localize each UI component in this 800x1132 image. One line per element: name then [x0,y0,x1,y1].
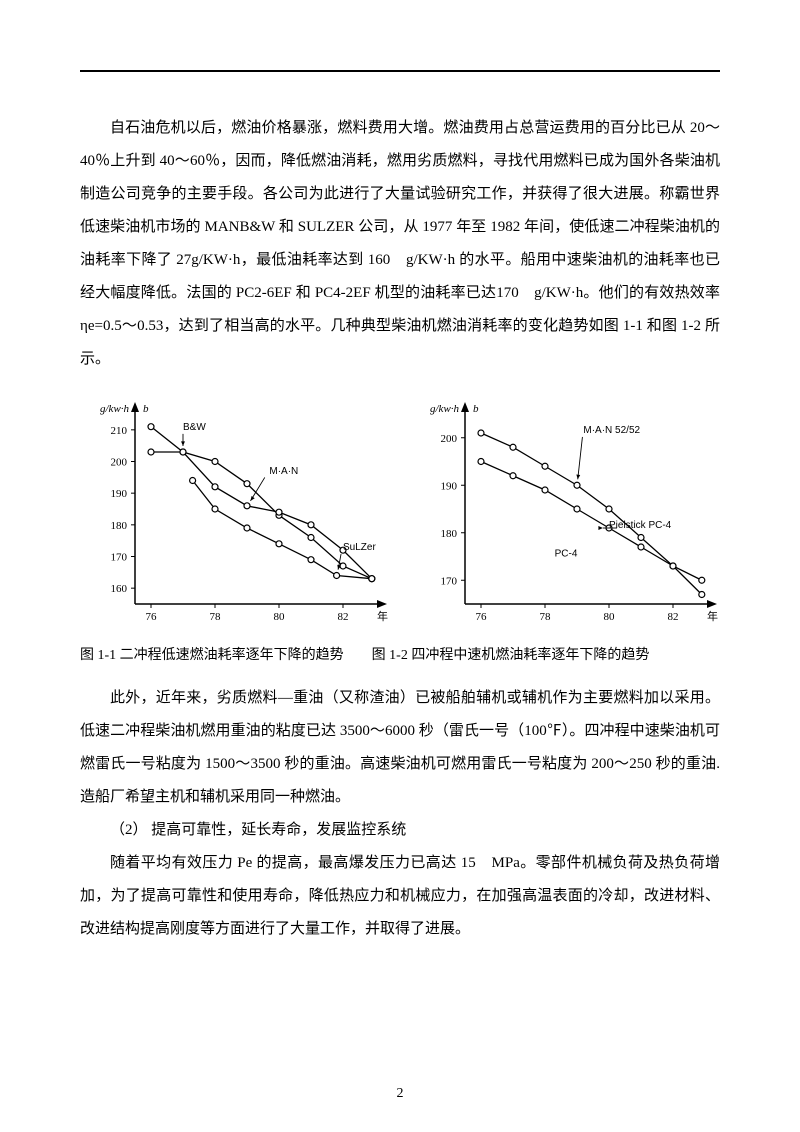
svg-text:g/kw·h: g/kw·h [100,403,130,415]
svg-text:g/kw·h: g/kw·h [430,403,460,415]
svg-text:82: 82 [668,611,679,623]
svg-text:190: 190 [111,488,128,500]
svg-text:PC-4: PC-4 [555,549,578,560]
svg-text:76: 76 [476,611,488,623]
paragraph-2: 此外，近年来，劣质燃料—重油（又称渣油）已被船舶辅机或辅机作为主要燃料加以采用。… [80,682,720,814]
top-rule [80,70,720,72]
svg-text:80: 80 [274,611,286,623]
svg-text:82: 82 [338,611,349,623]
caption-right: 图 1-2 四冲程中速机燃油耗率逐年下降的趋势 [372,648,650,663]
svg-text:b: b [473,403,479,415]
svg-text:180: 180 [111,520,128,532]
svg-text:76: 76 [146,611,158,623]
section-heading: （2） 提高可靠性，延长寿命，发展监控系统 [80,814,720,847]
paragraph-3: 随着平均有效压力 Pe 的提高，最高爆发压力已高达 15 MPa。零部件机械负荷… [80,847,720,946]
svg-text:年: 年 [377,609,388,623]
svg-text:170: 170 [441,575,458,587]
svg-text:190: 190 [441,480,458,492]
svg-text:M·A·N 52/52: M·A·N 52/52 [583,425,640,436]
svg-text:B&W: B&W [183,422,206,433]
svg-text:Pielstick PC-4: Pielstick PC-4 [609,520,672,531]
paragraph-1: 自石油危机以后，燃油价格暴涨，燃料费用大增。燃油费用占总营运费用的百分比已从 2… [80,112,720,376]
svg-text:200: 200 [111,457,128,469]
svg-text:210: 210 [111,425,128,437]
svg-text:b: b [143,403,149,415]
figure-row: 160 170 180 190 200 210 76 78 80 82 g/kw·h b 年 B&W M·A… [80,394,720,634]
figure-captions: 图 1-1 二冲程低速燃油耗率逐年下降的趋势 图 1-2 四冲程中速机燃油耗率逐… [80,642,720,670]
svg-text:200: 200 [441,433,458,445]
svg-text:170: 170 [111,552,128,564]
svg-text:80: 80 [604,611,616,623]
svg-text:SuLZer: SuLZer [343,542,376,553]
figure-1-1: 160 170 180 190 200 210 76 78 80 82 g/kw·h b 年 B&W M·A… [80,394,390,634]
svg-text:年: 年 [707,609,718,623]
svg-text:78: 78 [210,611,222,623]
svg-text:M·A·N: M·A·N [269,466,298,477]
svg-text:180: 180 [441,528,458,540]
svg-text:160: 160 [111,583,128,595]
chart-left-svg: 160 170 180 190 200 210 76 78 80 82 g/kw·h b 年 B&W M·A… [80,394,390,634]
caption-left: 图 1-1 二冲程低速燃油耗率逐年下降的趋势 [80,648,344,663]
svg-text:78: 78 [540,611,552,623]
chart-right-svg: 170 180 190 200 76 78 80 82 g/kw·h b 年 M·A·N 52/52 P… [410,394,720,634]
page-number: 2 [0,1086,800,1102]
figure-1-2: 170 180 190 200 76 78 80 82 g/kw·h b 年 M·A·N 52/52 P… [410,394,720,634]
